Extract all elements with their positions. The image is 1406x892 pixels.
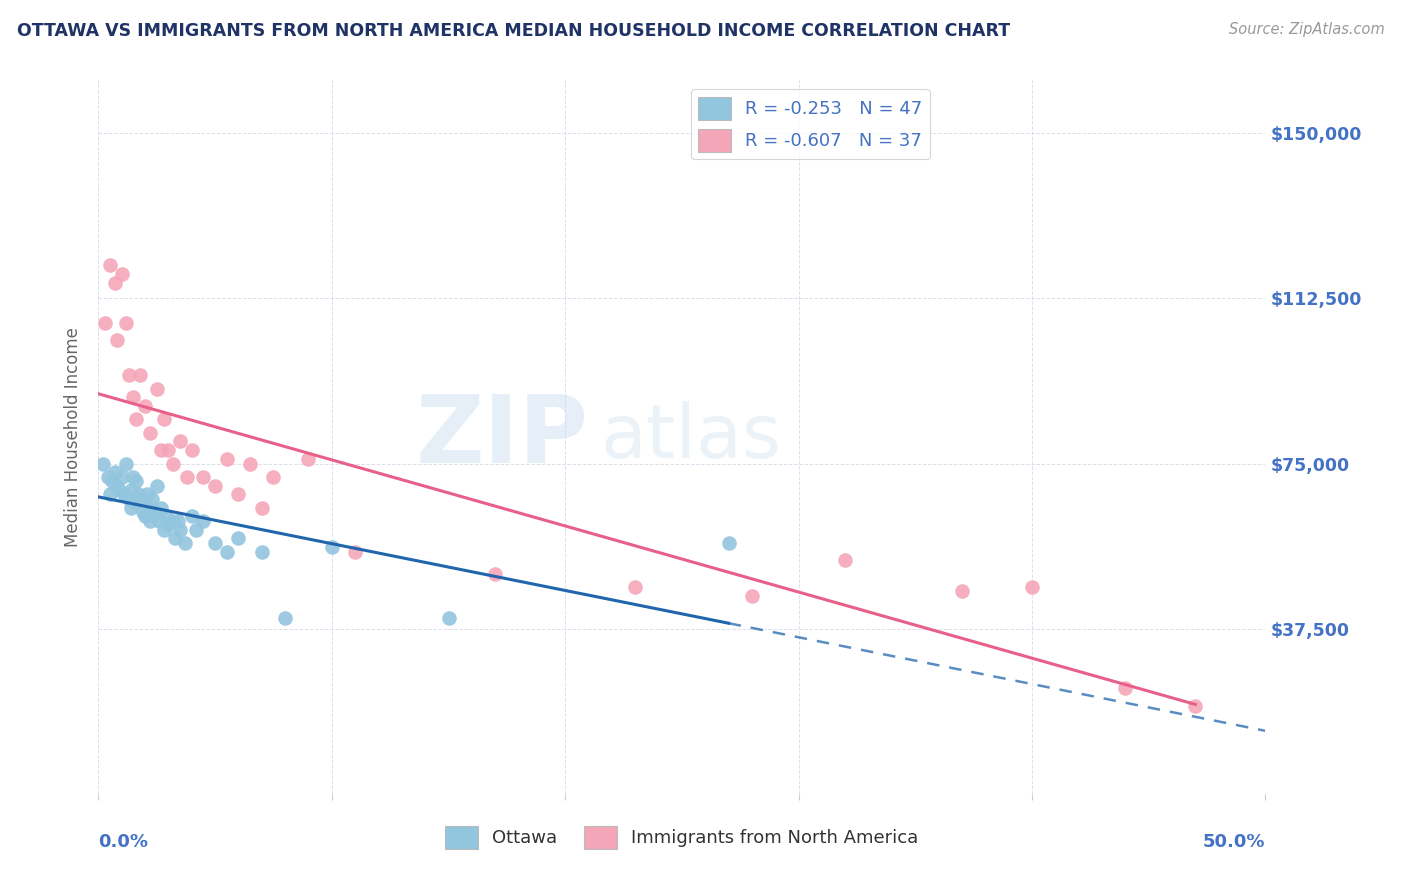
- Point: [134, 509, 156, 524]
- Point: [111, 267, 134, 281]
- Point: [115, 457, 138, 471]
- Point: [152, 412, 174, 426]
- Point: [239, 457, 262, 471]
- Point: [120, 483, 142, 497]
- Point: [624, 580, 647, 594]
- Point: [155, 509, 177, 524]
- Point: [321, 540, 343, 554]
- Point: [143, 505, 166, 519]
- Point: [105, 333, 128, 347]
- Point: [105, 478, 128, 492]
- Point: [157, 518, 180, 533]
- Point: [152, 523, 174, 537]
- Point: [104, 466, 127, 480]
- Point: [118, 491, 141, 506]
- Point: [215, 544, 238, 558]
- Point: [139, 500, 162, 515]
- Point: [101, 474, 124, 488]
- Point: [215, 452, 238, 467]
- Point: [193, 469, 215, 483]
- Point: [297, 452, 319, 467]
- Point: [141, 491, 163, 506]
- Point: [193, 514, 215, 528]
- Point: [118, 368, 141, 383]
- Point: [169, 434, 191, 449]
- Point: [104, 276, 127, 290]
- Point: [91, 457, 114, 471]
- Point: [122, 469, 145, 483]
- Point: [741, 589, 763, 603]
- Point: [157, 443, 180, 458]
- Point: [122, 391, 145, 405]
- Point: [134, 399, 156, 413]
- Point: [165, 532, 187, 546]
- Point: [139, 425, 162, 440]
- Point: [112, 487, 135, 501]
- Point: [146, 382, 169, 396]
- Point: [150, 500, 173, 515]
- Point: [437, 610, 460, 624]
- Point: [274, 610, 297, 624]
- Point: [162, 457, 184, 471]
- Point: [146, 478, 169, 492]
- Text: atlas: atlas: [600, 401, 782, 474]
- Point: [148, 514, 170, 528]
- Point: [344, 544, 367, 558]
- Point: [173, 536, 195, 550]
- Text: 50.0%: 50.0%: [1204, 833, 1265, 851]
- Point: [717, 536, 740, 550]
- Point: [180, 443, 202, 458]
- Point: [120, 500, 142, 515]
- Point: [129, 368, 152, 383]
- Point: [125, 474, 148, 488]
- Point: [132, 505, 155, 519]
- Point: [139, 514, 162, 528]
- Point: [204, 536, 226, 550]
- Text: 0.0%: 0.0%: [98, 833, 149, 851]
- Point: [834, 553, 856, 567]
- Point: [950, 584, 973, 599]
- Point: [94, 316, 117, 330]
- Point: [1021, 580, 1043, 594]
- Point: [97, 469, 120, 483]
- Legend: Ottawa, Immigrants from North America: Ottawa, Immigrants from North America: [439, 819, 925, 856]
- Point: [228, 487, 250, 501]
- Point: [136, 487, 159, 501]
- Point: [250, 500, 273, 515]
- Point: [127, 487, 149, 501]
- Text: OTTAWA VS IMMIGRANTS FROM NORTH AMERICA MEDIAN HOUSEHOLD INCOME CORRELATION CHAR: OTTAWA VS IMMIGRANTS FROM NORTH AMERICA …: [17, 22, 1010, 40]
- Point: [228, 532, 250, 546]
- Point: [1114, 681, 1136, 695]
- Point: [162, 514, 184, 528]
- Point: [166, 514, 188, 528]
- Point: [125, 412, 148, 426]
- Point: [111, 469, 134, 483]
- Point: [98, 258, 121, 272]
- Point: [176, 469, 198, 483]
- Point: [262, 469, 284, 483]
- Point: [169, 523, 191, 537]
- Point: [180, 509, 202, 524]
- Point: [204, 478, 226, 492]
- Point: [129, 491, 152, 506]
- Point: [1184, 698, 1206, 713]
- Point: [250, 544, 273, 558]
- Text: ZIP: ZIP: [416, 391, 589, 483]
- Point: [150, 443, 173, 458]
- Point: [186, 523, 208, 537]
- Text: Source: ZipAtlas.com: Source: ZipAtlas.com: [1229, 22, 1385, 37]
- Point: [115, 316, 138, 330]
- Point: [108, 483, 131, 497]
- Point: [484, 566, 506, 581]
- Point: [98, 487, 121, 501]
- Point: [125, 496, 148, 510]
- Y-axis label: Median Household Income: Median Household Income: [65, 327, 83, 547]
